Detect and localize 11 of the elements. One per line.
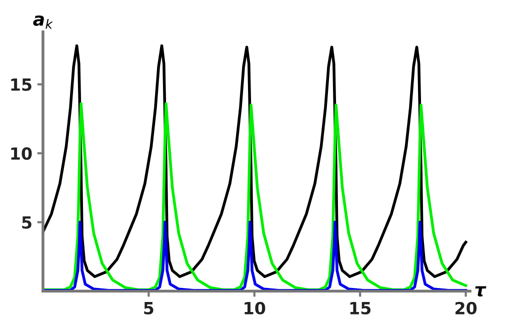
x-axis-title: τ [475, 286, 486, 296]
y-tick-label: 5 [22, 216, 32, 229]
line-series [42, 102, 468, 292]
y-tick-label: 15 [11, 78, 32, 91]
line-series [42, 220, 468, 292]
x-tick-label: 5 [144, 302, 154, 314]
x-tick-label: 10 [244, 302, 266, 314]
x-tick-label: 15 [350, 302, 371, 314]
y-tick-label: 10 [11, 147, 32, 160]
x-tick-label: 20 [456, 302, 477, 314]
y-axis-title: a$_{k}$ [33, 15, 53, 29]
